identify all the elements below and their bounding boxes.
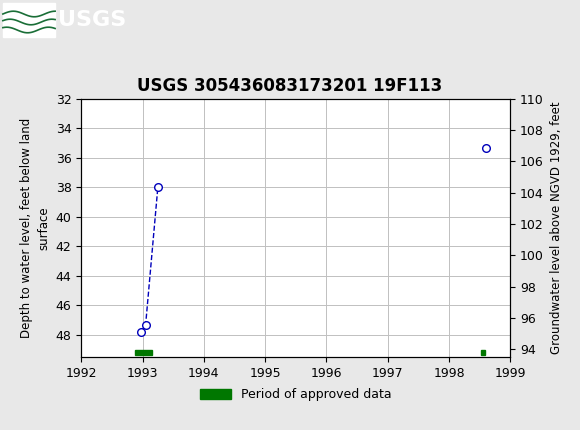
Y-axis label: Depth to water level, feet below land
surface: Depth to water level, feet below land su… [20, 118, 50, 338]
FancyBboxPatch shape [3, 3, 55, 37]
Bar [135, 350, 153, 356]
Text: USGS: USGS [58, 10, 126, 30]
Text: USGS 305436083173201 19F113: USGS 305436083173201 19F113 [137, 77, 443, 95]
Legend: Period of approved data: Period of approved data [195, 383, 397, 406]
Bar [481, 350, 485, 356]
Y-axis label: Groundwater level above NGVD 1929, feet: Groundwater level above NGVD 1929, feet [550, 101, 563, 354]
